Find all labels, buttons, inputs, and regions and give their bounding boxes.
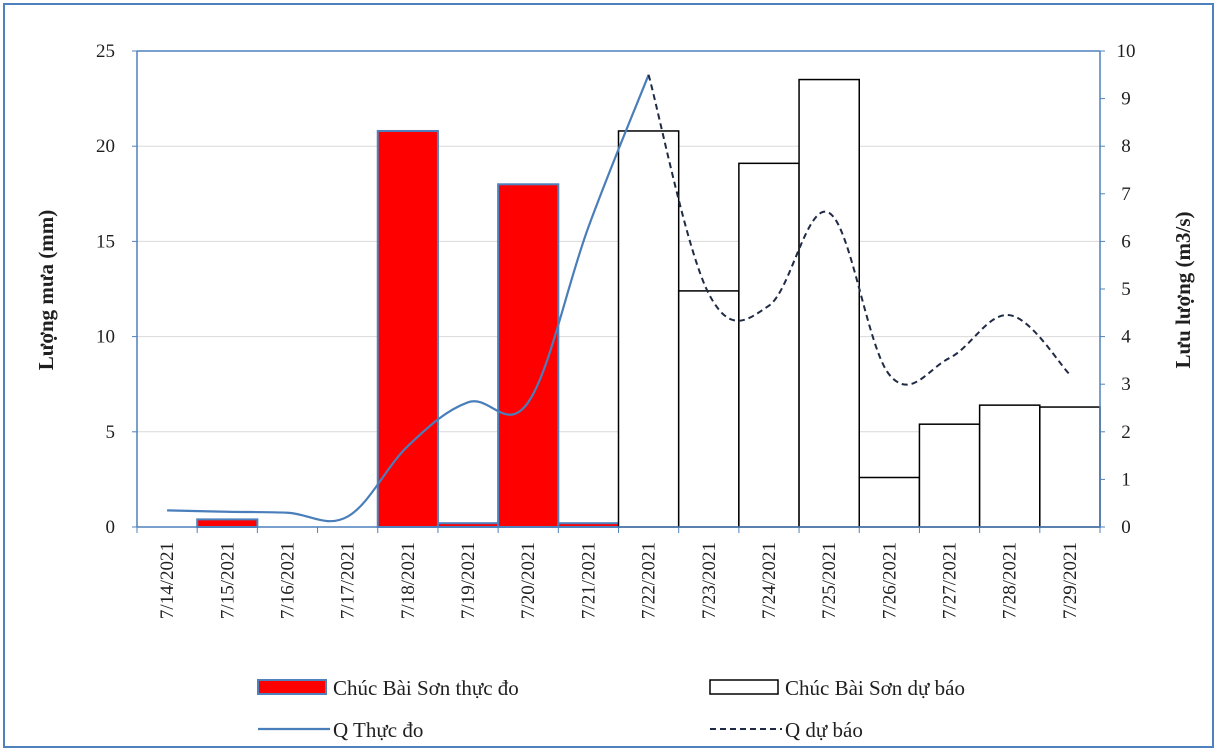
y2-axis-title: Lưu lượng (m3/s) xyxy=(1171,211,1195,368)
y2-tick-label: 5 xyxy=(1121,279,1131,300)
legend-label: Q Thực đo xyxy=(333,718,423,742)
lines xyxy=(167,74,1071,523)
x-tick-label: 7/29/2021 xyxy=(1060,542,1081,619)
y-tick-label: 15 xyxy=(96,231,115,252)
y2-tick-label: 4 xyxy=(1121,327,1131,348)
legend-item: Q dự báo xyxy=(710,718,863,742)
y2-tick-label: 6 xyxy=(1121,231,1131,252)
legend-label: Chúc Bài Sơn dự báo xyxy=(785,676,965,700)
right-axis-ticks: 0 1 2 3 4 5 6 7 8 9 10 xyxy=(1117,41,1136,538)
bar-forecast xyxy=(677,290,740,528)
bars xyxy=(196,78,1101,529)
y2-tick-label: 1 xyxy=(1121,469,1131,490)
bar-forecast xyxy=(798,78,860,528)
legend-item: Chúc Bài Sơn dự báo xyxy=(709,676,965,700)
bar-observed xyxy=(376,129,439,529)
x-tick-label: 7/28/2021 xyxy=(1000,542,1021,619)
x-tick-label: 7/23/2021 xyxy=(699,542,720,619)
y2-tick-label: 2 xyxy=(1121,422,1131,443)
bar-observed xyxy=(196,518,259,528)
x-tick-label: 7/19/2021 xyxy=(458,542,479,619)
y-tick-label: 25 xyxy=(96,41,115,62)
x-tick-label: 7/24/2021 xyxy=(759,542,780,619)
bar-forecast xyxy=(918,423,981,528)
y2-tick-label: 7 xyxy=(1121,184,1131,205)
bar-forecast xyxy=(858,476,921,528)
y-tick-label: 0 xyxy=(106,517,116,538)
x-tick-label: 7/26/2021 xyxy=(879,542,900,619)
x-tick-label: 7/15/2021 xyxy=(217,542,238,619)
y2-tick-label: 10 xyxy=(1117,41,1136,62)
y2-tick-label: 3 xyxy=(1121,374,1131,395)
x-tick-label: 7/14/2021 xyxy=(157,542,178,619)
bar-forecast xyxy=(738,162,800,528)
y2-tick-label: 0 xyxy=(1121,517,1131,538)
x-tick-label: 7/20/2021 xyxy=(518,542,539,619)
line-forecast-flow xyxy=(647,74,1071,386)
bar-forecast xyxy=(1039,406,1101,528)
bar-forecast xyxy=(978,404,1041,528)
y-tick-label: 5 xyxy=(106,422,116,443)
legend-label: Q dự báo xyxy=(785,718,863,742)
y-axis-title: Lượng mưa (mm) xyxy=(34,210,58,370)
x-tick-label: 7/17/2021 xyxy=(338,542,359,619)
bar-forecast xyxy=(617,130,680,528)
x-tick-label: 7/16/2021 xyxy=(277,542,298,619)
x-tick-label: 7/22/2021 xyxy=(639,542,660,619)
legend-swatch xyxy=(709,679,779,695)
left-axis-ticks: 0 5 10 15 20 25 xyxy=(96,41,115,538)
legend-item: Chúc Bài Sơn thực đo xyxy=(257,676,519,700)
x-tick-label: 7/21/2021 xyxy=(578,542,599,619)
y-tick-label: 20 xyxy=(96,136,115,157)
line-observed-flow xyxy=(167,74,650,523)
x-tick-label: 7/18/2021 xyxy=(398,542,419,619)
y2-tick-label: 9 xyxy=(1121,89,1131,110)
x-tick-label: 7/27/2021 xyxy=(940,542,961,619)
legend-item: Q Thực đo xyxy=(258,718,423,742)
legend-swatch xyxy=(257,679,327,695)
x-tick-label: 7/25/2021 xyxy=(819,542,840,619)
legend: Chúc Bài Sơn thực đo Chúc Bài Sơn dự báo Q… xyxy=(257,676,965,742)
chart-frame xyxy=(3,3,1214,748)
y2-tick-label: 8 xyxy=(1121,136,1131,157)
axes xyxy=(132,50,1105,533)
legend-label: Chúc Bài Sơn thực đo xyxy=(333,676,519,700)
y-tick-label: 10 xyxy=(96,327,115,348)
x-axis-ticks: 7/14/2021 7/15/2021 7/16/2021 7/17/2021 7/18… xyxy=(157,542,1081,619)
